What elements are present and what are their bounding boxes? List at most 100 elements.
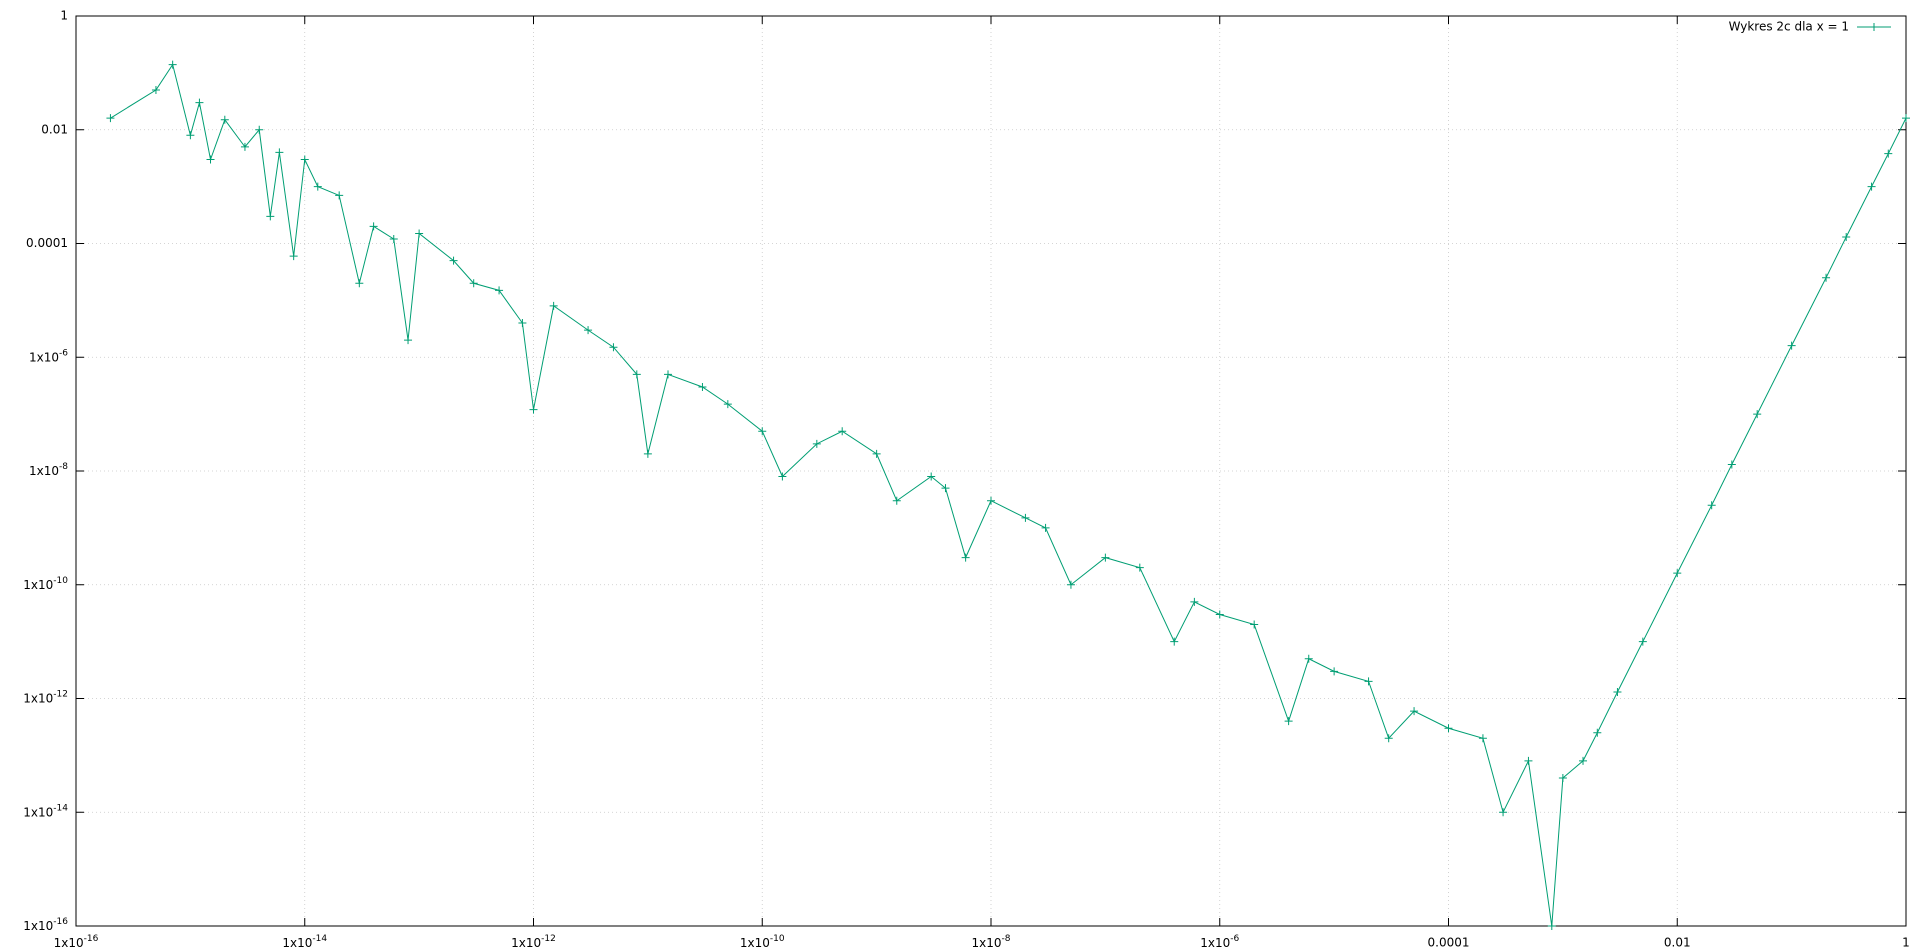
data-point — [255, 125, 264, 134]
data-point — [335, 191, 344, 200]
tick-label: 1x10-14 — [23, 803, 68, 819]
data-point — [1478, 734, 1487, 743]
data-point — [927, 472, 936, 481]
data-point — [1330, 667, 1339, 676]
data-point — [449, 256, 458, 265]
data-point — [313, 182, 322, 191]
data-point — [300, 155, 309, 164]
tick-label: 1x10-8 — [972, 934, 1011, 950]
tick-label-base: 1x10 — [972, 936, 1002, 950]
tick-label: 1x10-16 — [54, 934, 99, 950]
data-point — [1547, 922, 1556, 930]
data-point — [872, 449, 881, 458]
data-point — [1753, 410, 1762, 419]
tick-label: 0.0001 — [1428, 936, 1470, 950]
data-point — [220, 115, 229, 124]
tick-label: 1x10-6 — [1200, 934, 1239, 950]
data-point — [186, 131, 195, 140]
data-point — [549, 301, 558, 310]
data-point — [1727, 460, 1736, 469]
legend-label: Wykres 2c dla x = 1 — [1729, 20, 1849, 34]
data-point — [812, 439, 821, 448]
data-point — [266, 212, 275, 221]
tick-label-base: 1x10 — [511, 936, 541, 950]
data-point — [1558, 774, 1567, 783]
data-point — [275, 148, 284, 157]
data-point — [469, 279, 478, 288]
tick-label: 1x10-16 — [23, 917, 68, 933]
data-point — [495, 286, 504, 295]
data-point — [1021, 513, 1030, 522]
data-point — [1673, 569, 1682, 578]
data-point — [355, 279, 364, 288]
data-point — [415, 229, 424, 238]
data-point — [1041, 523, 1050, 532]
data-point — [1215, 610, 1224, 619]
tick-label-exponent: -10 — [53, 575, 68, 585]
data-point — [195, 98, 204, 107]
data-point — [404, 336, 413, 345]
data-point — [529, 405, 538, 414]
tick-label-exponent: -12 — [53, 689, 68, 699]
tick-label-base: 1x10 — [23, 805, 53, 819]
data-line — [110, 63, 1907, 927]
tick-label-exponent: -10 — [770, 934, 785, 944]
tick-label: 1 — [60, 9, 68, 23]
tick-label-exponent: -8 — [59, 462, 68, 472]
tick-label: 1x10-12 — [511, 934, 556, 950]
tick-label-base: 1x10 — [23, 691, 53, 705]
data-point — [838, 427, 847, 436]
data-point — [1170, 637, 1179, 646]
data-point — [664, 370, 673, 379]
data-point — [1190, 597, 1199, 606]
data-point — [389, 234, 398, 243]
tick-label-exponent: -14 — [312, 934, 327, 944]
data-point — [1066, 580, 1075, 589]
tick-label-exponent: -14 — [53, 803, 68, 813]
data-point — [1613, 688, 1622, 697]
data-point — [987, 496, 995, 505]
data-point — [151, 85, 160, 94]
tick-label: 1x10-10 — [740, 934, 785, 950]
tick-label: 1x10-10 — [23, 575, 68, 591]
tick-label-base: 1x10 — [1200, 936, 1230, 950]
data-point — [1842, 233, 1851, 242]
data-point — [289, 252, 298, 261]
data-point — [941, 484, 950, 493]
data-point — [584, 326, 593, 335]
tick-label-base: 1x10 — [29, 350, 59, 364]
data-point — [1593, 728, 1602, 737]
data-point — [1364, 677, 1373, 686]
tick-label: 1x10-14 — [282, 934, 327, 950]
data-point — [1284, 717, 1293, 726]
legend-marker — [1870, 23, 1878, 31]
tick-label-exponent: -8 — [1002, 934, 1011, 944]
data-point — [206, 155, 215, 164]
data-point — [1304, 654, 1313, 663]
data-point — [723, 400, 732, 409]
data-point — [1410, 707, 1419, 716]
data-point — [1822, 273, 1831, 282]
data-point — [369, 222, 378, 231]
data-point — [168, 60, 177, 69]
tick-label: 1 — [1902, 936, 1910, 950]
tick-label-base: 1x10 — [54, 936, 84, 950]
tick-label-exponent: -6 — [1230, 934, 1239, 944]
tick-label: 0.0001 — [26, 236, 68, 250]
tick-label: 1x10-6 — [29, 348, 68, 364]
tick-label-exponent: -6 — [59, 348, 68, 358]
data-point — [643, 449, 652, 458]
data-point — [1101, 553, 1110, 562]
data-point — [1787, 341, 1796, 350]
data-point — [1579, 756, 1588, 765]
data-point — [1902, 114, 1910, 123]
data-point — [892, 496, 901, 505]
tick-label-exponent: -12 — [541, 934, 556, 944]
data-point — [632, 370, 641, 379]
tick-label: 0.01 — [41, 122, 68, 136]
tick-label-base: 1x10 — [23, 919, 53, 933]
data-point — [1250, 620, 1259, 629]
data-point — [1384, 734, 1393, 743]
data-point — [1135, 563, 1144, 572]
plot-border — [75, 15, 1907, 927]
